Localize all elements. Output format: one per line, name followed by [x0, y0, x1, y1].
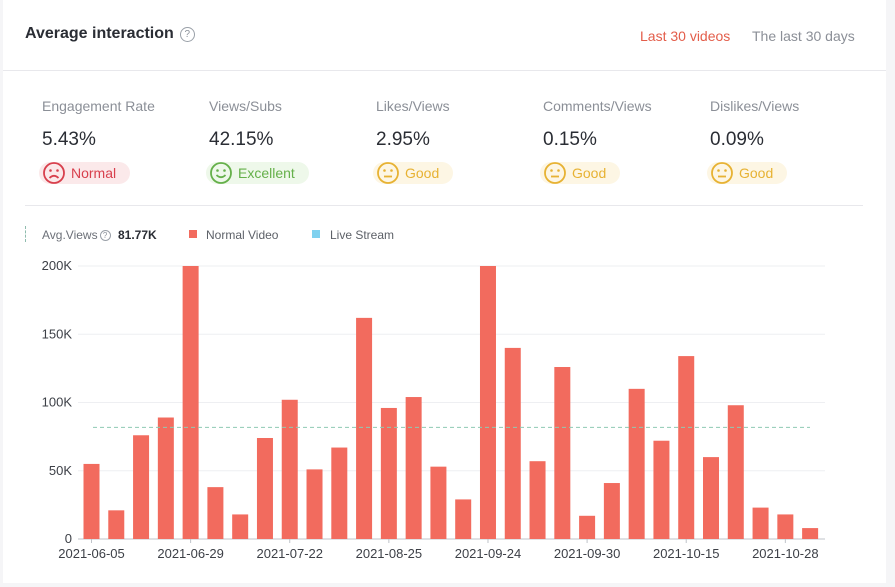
- avg-line-marker: [25, 226, 26, 242]
- x-tick-label: 2021-06-05: [58, 546, 125, 561]
- tab-last-30-days[interactable]: The last 30 days: [752, 28, 855, 44]
- help-icon[interactable]: ?: [99, 229, 111, 241]
- bar[interactable]: [207, 487, 224, 539]
- bar[interactable]: [182, 266, 199, 539]
- rating-badge-good: Good: [540, 162, 621, 184]
- rating-text: Good: [739, 165, 774, 181]
- bar[interactable]: [703, 457, 719, 539]
- y-tick-label: 150K: [42, 326, 73, 341]
- metric-value-dislikes-views: 0.09%: [710, 129, 764, 150]
- metric-value-likes-views: 2.95%: [376, 129, 430, 150]
- rating-text: Normal: [71, 165, 117, 181]
- bar[interactable]: [133, 435, 150, 539]
- bar[interactable]: [430, 466, 447, 539]
- rating-text: Good: [405, 165, 440, 181]
- x-tick-label: 2021-06-29: [157, 546, 224, 561]
- avg-views-label: Avg.Views ?: [42, 228, 111, 242]
- x-tick-label: 2021-08-25: [356, 546, 423, 561]
- bar[interactable]: [504, 347, 521, 539]
- average-interaction-panel: Average interaction ? Last 30 videos The…: [3, 0, 886, 583]
- metrics-row: Engagement Rate 5.43% Normal Views/Subs …: [3, 71, 886, 205]
- metric-value-views-subs: 42.15%: [209, 129, 274, 150]
- x-tick-label: 2021-09-24: [455, 546, 522, 561]
- rating-badge-good: Good: [707, 162, 788, 184]
- metric-value-engagement-rate: 5.43%: [42, 129, 96, 150]
- frown-icon: [43, 162, 65, 184]
- x-tick-label: 2021-10-15: [653, 546, 720, 561]
- bar[interactable]: [455, 499, 472, 539]
- help-icon[interactable]: ?: [179, 26, 195, 42]
- metric-label-views-subs: Views/Subs: [209, 98, 282, 114]
- y-tick-label: 0: [65, 531, 72, 546]
- bar[interactable]: [281, 399, 298, 539]
- bar[interactable]: [653, 440, 670, 539]
- y-tick-label: 50K: [49, 463, 72, 478]
- bar[interactable]: [529, 461, 546, 539]
- bar[interactable]: [579, 515, 596, 539]
- smile-icon: [210, 162, 232, 184]
- bar[interactable]: [603, 483, 620, 539]
- bar[interactable]: [479, 266, 496, 539]
- bar[interactable]: [356, 317, 373, 539]
- metric-value-comments-views: 0.15%: [543, 129, 597, 150]
- bar[interactable]: [380, 407, 397, 539]
- bar[interactable]: [232, 514, 249, 539]
- bar[interactable]: [678, 356, 695, 539]
- bar[interactable]: [405, 397, 422, 539]
- section-divider: [25, 205, 863, 206]
- bar[interactable]: [628, 388, 645, 539]
- rating-badge-good: Good: [373, 162, 454, 184]
- avg-views-value: 81.77K: [118, 228, 157, 242]
- bar[interactable]: [306, 469, 323, 539]
- legend-live-stream[interactable]: Live Stream: [330, 228, 395, 242]
- y-tick-label: 200K: [42, 258, 73, 273]
- tab-last-30-videos[interactable]: Last 30 videos: [640, 28, 731, 44]
- neutral-face-icon: [377, 162, 399, 184]
- bar[interactable]: [83, 463, 100, 539]
- neutral-face-icon: [544, 162, 566, 184]
- bar[interactable]: [777, 514, 794, 539]
- bar[interactable]: [108, 510, 125, 539]
- bar[interactable]: [331, 447, 348, 539]
- x-tick-label: 2021-10-28: [752, 546, 819, 561]
- legend-normal-video[interactable]: Normal Video: [206, 228, 279, 242]
- metric-label-comments-views: Comments/Views: [543, 98, 652, 114]
- rating-text: Good: [572, 165, 607, 181]
- rating-badge-normal: Normal: [39, 162, 131, 184]
- neutral-face-icon: [711, 162, 733, 184]
- rating-text: Excellent: [238, 165, 295, 181]
- avg-views-label-text: Avg.Views: [42, 228, 98, 242]
- metric-label-likes-views: Likes/Views: [376, 98, 450, 114]
- bar[interactable]: [256, 437, 273, 539]
- chart-legend: Avg.Views ? 81.77K Normal Video Live Str…: [25, 223, 625, 245]
- bar-chart: 0 50K 100K 150K 200K 2021-06-05 2021-06-29 2021…: [42, 258, 825, 561]
- bar[interactable]: [802, 528, 819, 539]
- panel-header: Average interaction ? Last 30 videos The…: [3, 0, 886, 71]
- x-tick-label: 2021-09-30: [554, 546, 621, 561]
- panel-title: Average interaction ?: [25, 25, 195, 43]
- rating-badge-excellent: Excellent: [206, 162, 309, 184]
- legend-swatch-live: [312, 230, 320, 238]
- panel-title-text: Average interaction: [25, 25, 174, 42]
- legend-swatch-normal: [189, 230, 197, 238]
- metric-label-engagement-rate: Engagement Rate: [42, 98, 155, 114]
- bar[interactable]: [157, 417, 174, 539]
- bar[interactable]: [554, 367, 571, 539]
- bar[interactable]: [752, 507, 769, 539]
- x-tick-label: 2021-07-22: [256, 546, 323, 561]
- metric-label-dislikes-views: Dislikes/Views: [710, 98, 800, 114]
- y-tick-label: 100K: [42, 395, 73, 410]
- bar[interactable]: [727, 405, 744, 539]
